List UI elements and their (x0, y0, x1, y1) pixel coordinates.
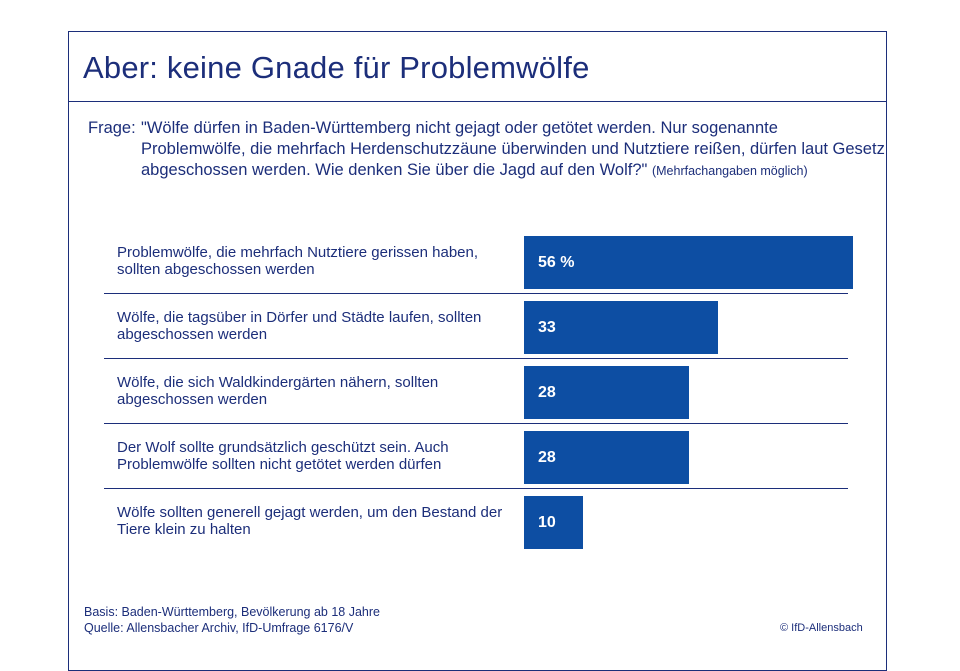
bar (524, 301, 718, 354)
footer-source: Quelle: Allensbacher Archiv, IfD-Umfrage… (84, 621, 354, 635)
bar-value-label: 56 % (538, 254, 575, 271)
question-prefix: Frage: (88, 119, 136, 137)
page-title: Aber: keine Gnade für Problemwölfe (83, 50, 590, 85)
row-divider (104, 423, 848, 424)
category-label: Wölfe sollten generell gejagt werden, um… (117, 504, 503, 538)
category-label: Wölfe, die sich Waldkindergärten nähern,… (117, 374, 439, 408)
bar-value-label: 10 (538, 514, 556, 531)
row-divider (104, 358, 848, 359)
footer-basis: Basis: Baden-Württemberg, Bevölkerung ab… (84, 605, 380, 619)
bar (524, 236, 853, 289)
category-label: Problemwölfe, die mehrfach Nutztiere ger… (117, 244, 479, 278)
bar-chart: Problemwölfe, die mehrfach Nutztiere ger… (104, 236, 853, 549)
row-divider (104, 488, 848, 489)
bar (524, 496, 583, 549)
category-label: Der Wolf sollte grundsätzlich geschützt … (117, 439, 449, 473)
question-text: "Wölfe dürfen in Baden-Württemberg nicht… (141, 119, 885, 179)
bar-value-label: 28 (538, 384, 556, 401)
row-divider (104, 293, 848, 294)
question-body: "Wölfe dürfen in Baden-Württemberg nicht… (141, 118, 886, 182)
footer-notes: Basis: Baden-Württemberg, Bevölkerung ab… (84, 604, 380, 636)
bar (524, 431, 689, 484)
title-divider (68, 101, 887, 102)
bar-value-label: 28 (538, 449, 556, 466)
footer-copyright: © IfD-Allensbach (780, 622, 863, 634)
bar-value-label: 33 (538, 319, 556, 336)
bar (524, 366, 689, 419)
category-label: Wölfe, die tagsüber in Dörfer und Städte… (117, 309, 482, 343)
question-note: (Mehrfachangaben möglich) (651, 164, 808, 178)
